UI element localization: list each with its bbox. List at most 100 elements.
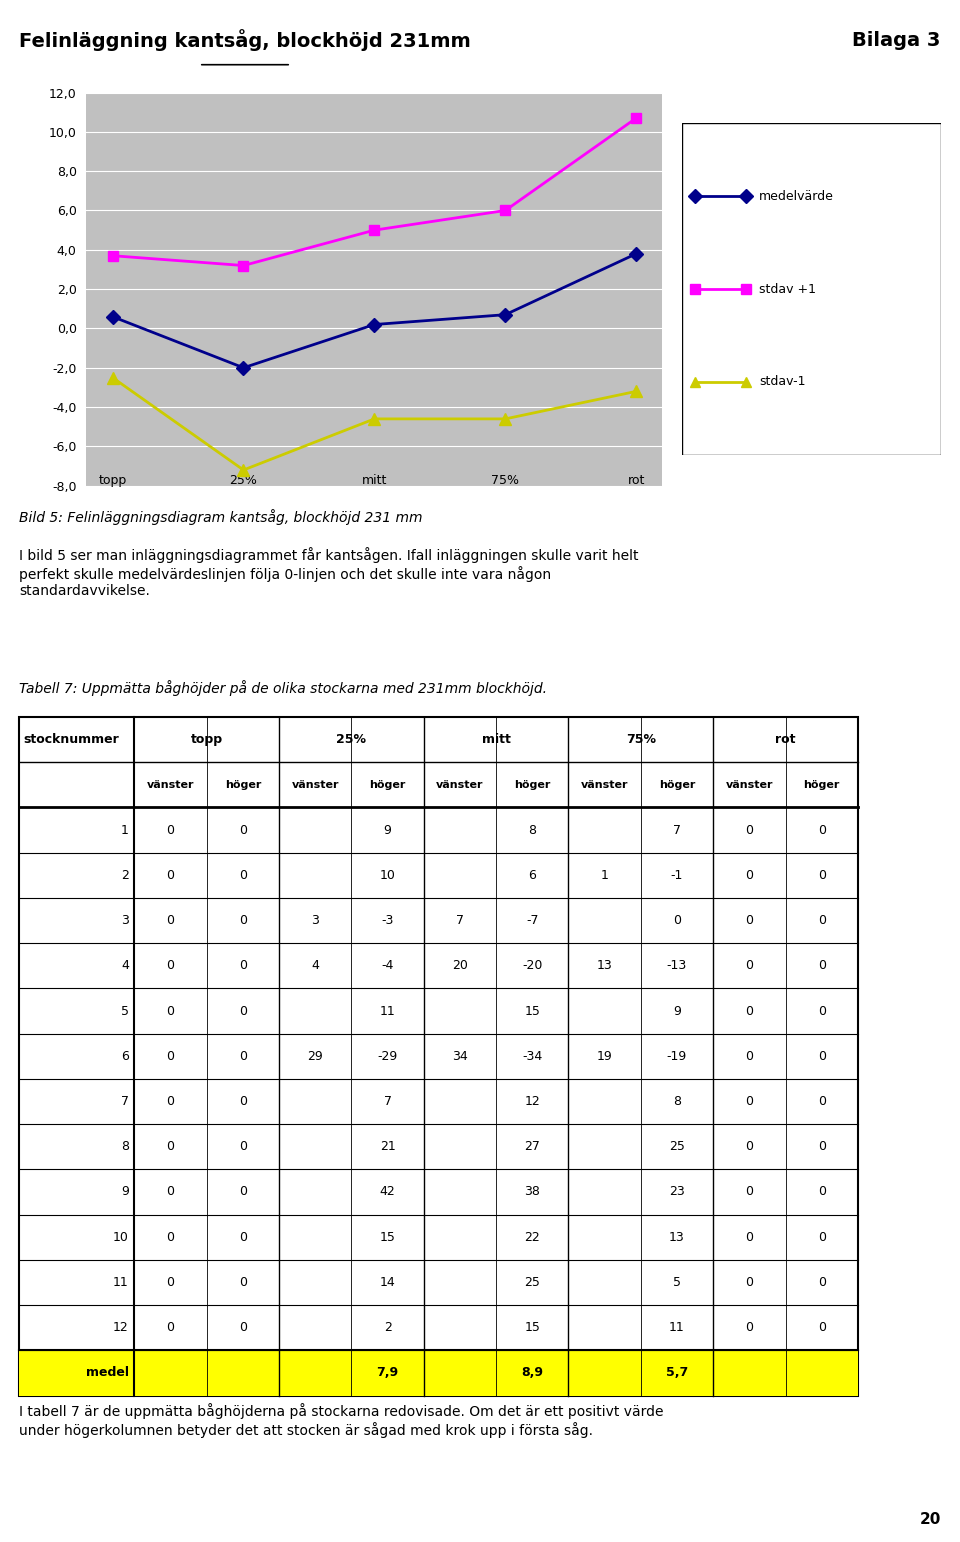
Text: 0: 0 xyxy=(745,1275,754,1289)
Text: 0: 0 xyxy=(745,1186,754,1198)
Text: höger: höger xyxy=(370,780,406,790)
Text: 0: 0 xyxy=(745,868,754,882)
Text: 0: 0 xyxy=(818,1275,826,1289)
Text: 12: 12 xyxy=(524,1095,540,1109)
Text: 0: 0 xyxy=(239,1186,247,1198)
Text: 7,9: 7,9 xyxy=(376,1366,398,1380)
Text: höger: höger xyxy=(515,780,550,790)
Text: 1: 1 xyxy=(601,868,609,882)
Text: 0: 0 xyxy=(167,1140,175,1153)
Text: vänster: vänster xyxy=(436,780,484,790)
Text: 2: 2 xyxy=(121,868,129,882)
Text: 0: 0 xyxy=(239,1004,247,1018)
Bar xyxy=(19,1351,858,1396)
Text: 0: 0 xyxy=(239,1095,247,1109)
Text: 2: 2 xyxy=(384,1321,392,1334)
Text: I bild 5 ser man inläggningsdiagrammet får kantsågen. Ifall inläggningen skulle : I bild 5 ser man inläggningsdiagrammet f… xyxy=(19,547,638,598)
Text: 13: 13 xyxy=(597,959,612,973)
Text: 25: 25 xyxy=(669,1140,684,1153)
Text: 6: 6 xyxy=(528,868,537,882)
Text: 19: 19 xyxy=(597,1050,612,1062)
Text: 0: 0 xyxy=(239,823,247,837)
Text: 14: 14 xyxy=(380,1275,396,1289)
Text: 34: 34 xyxy=(452,1050,468,1062)
Text: 8,9: 8,9 xyxy=(521,1366,543,1380)
Text: 0: 0 xyxy=(167,914,175,927)
Text: 0: 0 xyxy=(167,1321,175,1334)
Text: -1: -1 xyxy=(671,868,684,882)
Text: 0: 0 xyxy=(167,1095,175,1109)
Text: 0: 0 xyxy=(745,959,754,973)
Text: 0: 0 xyxy=(239,1140,247,1153)
Text: 9: 9 xyxy=(673,1004,681,1018)
Text: 3: 3 xyxy=(121,914,129,927)
Text: 0: 0 xyxy=(239,868,247,882)
Text: 22: 22 xyxy=(524,1231,540,1244)
Text: 0: 0 xyxy=(239,959,247,973)
Text: 12: 12 xyxy=(113,1321,129,1334)
Text: stocknummer: stocknummer xyxy=(24,732,120,746)
Text: -20: -20 xyxy=(522,959,542,973)
Text: -7: -7 xyxy=(526,914,539,927)
Text: 0: 0 xyxy=(239,1321,247,1334)
Text: 0: 0 xyxy=(745,1050,754,1062)
Text: 0: 0 xyxy=(239,1275,247,1289)
Text: 5: 5 xyxy=(673,1275,681,1289)
Text: 7: 7 xyxy=(456,914,464,927)
Text: -4: -4 xyxy=(381,959,394,973)
Text: -19: -19 xyxy=(667,1050,687,1062)
Text: 0: 0 xyxy=(167,1275,175,1289)
Text: medelvärde: medelvärde xyxy=(759,190,834,204)
Text: 42: 42 xyxy=(380,1186,396,1198)
Text: 25: 25 xyxy=(524,1275,540,1289)
Text: 29: 29 xyxy=(307,1050,324,1062)
Text: medel: medel xyxy=(85,1366,129,1380)
Text: 20: 20 xyxy=(452,959,468,973)
Text: 75%: 75% xyxy=(626,732,656,746)
Text: 0: 0 xyxy=(239,1231,247,1244)
Text: 8: 8 xyxy=(528,823,537,837)
Text: 4: 4 xyxy=(121,959,129,973)
Text: 0: 0 xyxy=(818,1231,826,1244)
Text: -29: -29 xyxy=(377,1050,397,1062)
Text: Felinläggning kantsåg, blockhöjd 231mm: Felinläggning kantsåg, blockhöjd 231mm xyxy=(19,29,471,51)
Text: 0: 0 xyxy=(239,914,247,927)
Text: I tabell 7 är de uppmätta båghöjderna på stockarna redovisade. Om det är ett pos: I tabell 7 är de uppmätta båghöjderna på… xyxy=(19,1403,663,1437)
Text: 25%: 25% xyxy=(336,732,367,746)
Text: 10: 10 xyxy=(113,1231,129,1244)
Text: 0: 0 xyxy=(673,914,681,927)
Text: 3: 3 xyxy=(311,914,320,927)
Text: 9: 9 xyxy=(384,823,392,837)
Text: 0: 0 xyxy=(745,1140,754,1153)
Text: 0: 0 xyxy=(745,1004,754,1018)
Text: 7: 7 xyxy=(121,1095,129,1109)
Text: 0: 0 xyxy=(818,1095,826,1109)
Text: 7: 7 xyxy=(384,1095,392,1109)
Text: topp: topp xyxy=(191,732,223,746)
Text: Tabell 7: Uppmätta båghöjder på de olika stockarna med 231mm blockhöjd.: Tabell 7: Uppmätta båghöjder på de olika… xyxy=(19,680,547,695)
Text: 0: 0 xyxy=(167,959,175,973)
Text: 7: 7 xyxy=(673,823,681,837)
Text: höger: höger xyxy=(659,780,695,790)
Text: 11: 11 xyxy=(113,1275,129,1289)
Text: 10: 10 xyxy=(379,868,396,882)
Text: 0: 0 xyxy=(167,1004,175,1018)
Text: 0: 0 xyxy=(818,959,826,973)
Text: höger: höger xyxy=(225,780,261,790)
Text: Bilaga 3: Bilaga 3 xyxy=(852,31,941,49)
Text: 0: 0 xyxy=(745,1231,754,1244)
Text: 20: 20 xyxy=(920,1513,941,1527)
Text: 11: 11 xyxy=(669,1321,684,1334)
Text: vänster: vänster xyxy=(147,780,194,790)
Text: 0: 0 xyxy=(745,1321,754,1334)
Text: 6: 6 xyxy=(121,1050,129,1062)
Text: 0: 0 xyxy=(818,1004,826,1018)
Text: 0: 0 xyxy=(818,1050,826,1062)
Text: 15: 15 xyxy=(379,1231,396,1244)
Text: 8: 8 xyxy=(121,1140,129,1153)
Text: stdav-1: stdav-1 xyxy=(759,375,805,389)
Text: höger: höger xyxy=(804,780,840,790)
Text: -34: -34 xyxy=(522,1050,542,1062)
Text: 0: 0 xyxy=(745,1095,754,1109)
Text: 8: 8 xyxy=(673,1095,681,1109)
